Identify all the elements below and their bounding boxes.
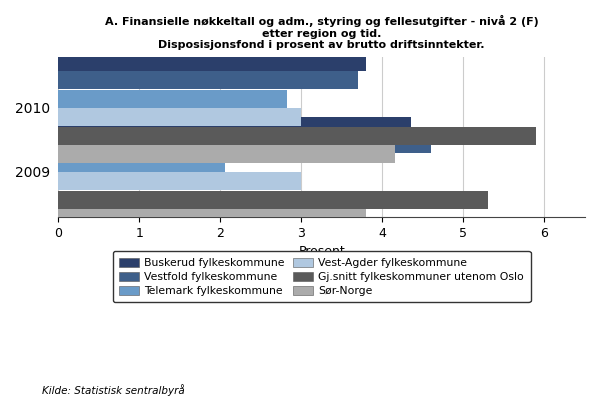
Bar <box>58 172 301 190</box>
Title: A. Finansielle nøkkeltall og adm., styring og fellesutgifter - nivå 2 (F)
etter : A. Finansielle nøkkeltall og adm., styri… <box>105 15 539 50</box>
Bar <box>58 154 224 172</box>
Bar <box>58 145 395 163</box>
Text: Kilde: Statistisk sentralbyrå: Kilde: Statistisk sentralbyrå <box>42 384 185 396</box>
Bar <box>58 53 366 71</box>
X-axis label: Prosent: Prosent <box>298 245 345 258</box>
Legend: Buskerud fylkeskommune, Vestfold fylkeskommune, Telemark fylkeskommune, Vest-Agd: Buskerud fylkeskommune, Vestfold fylkesk… <box>113 251 530 302</box>
Bar <box>58 117 411 135</box>
Bar <box>58 191 488 209</box>
Bar <box>58 135 431 153</box>
Bar <box>58 126 536 144</box>
Bar <box>58 108 301 126</box>
Bar <box>58 71 358 89</box>
Bar <box>58 90 287 108</box>
Bar <box>58 209 366 227</box>
